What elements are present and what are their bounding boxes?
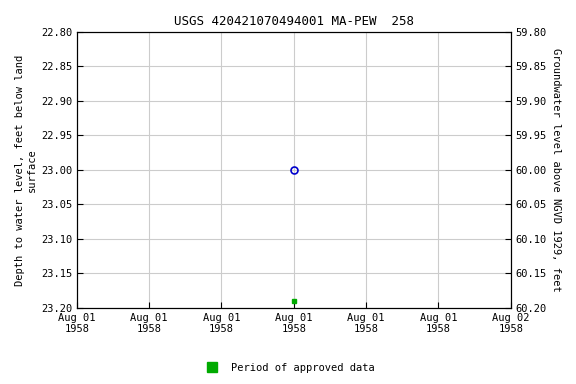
Y-axis label: Depth to water level, feet below land
surface: Depth to water level, feet below land su… [15,55,37,286]
Legend: Period of approved data: Period of approved data [198,359,378,377]
Title: USGS 420421070494001 MA-PEW  258: USGS 420421070494001 MA-PEW 258 [174,15,414,28]
Y-axis label: Groundwater level above NGVD 1929, feet: Groundwater level above NGVD 1929, feet [551,48,561,292]
